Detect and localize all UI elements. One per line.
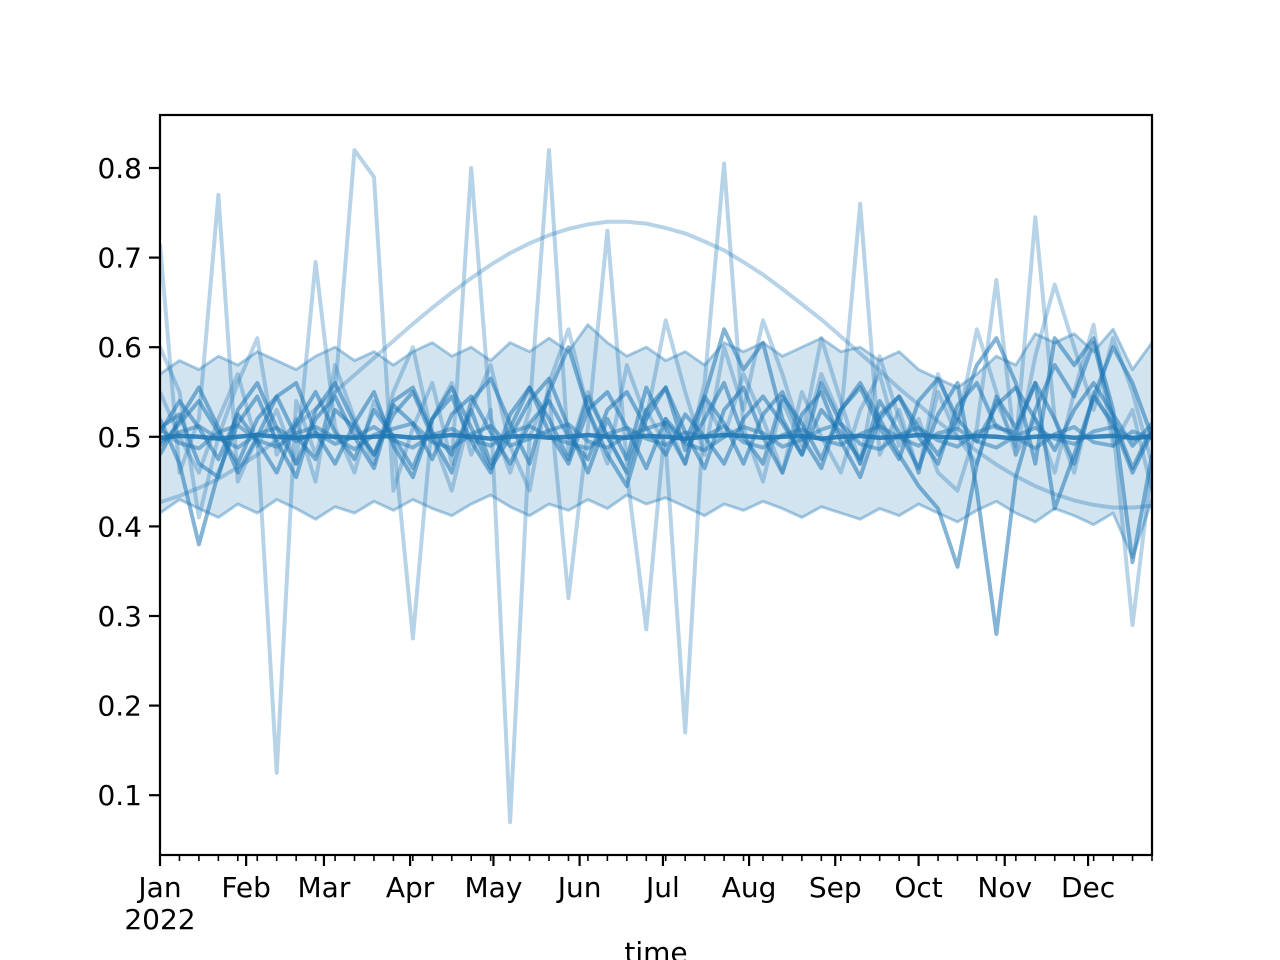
x-tick-label-dec: Dec bbox=[1061, 871, 1115, 904]
x-major-ticks: Jan Feb Mar Apr May Jun Jul Aug Sep Oct Nov Dec 2022 bbox=[124, 855, 1115, 936]
x-tick-label-may: May bbox=[465, 871, 523, 904]
y-tick-label-0.8: 0.8 bbox=[97, 152, 142, 185]
x-tick-label-aug: Aug bbox=[722, 871, 777, 904]
x-tick-label-jan: Jan bbox=[136, 871, 181, 904]
y-tick-label-0.4: 0.4 bbox=[97, 510, 142, 543]
y-tick-label-0.1: 0.1 bbox=[97, 779, 142, 812]
plot-area bbox=[160, 148, 1152, 825]
series-mean-line bbox=[160, 432, 1152, 441]
band-lower-edge bbox=[160, 493, 1152, 560]
x-axis-title: time bbox=[624, 936, 688, 960]
x-tick-label-nov: Nov bbox=[977, 871, 1032, 904]
axes-spines bbox=[158, 113, 1154, 857]
y-tick-label-0.2: 0.2 bbox=[97, 690, 142, 723]
x-tick-label-mar: Mar bbox=[298, 871, 351, 904]
series-medium-2 bbox=[160, 327, 1152, 636]
x-axis-year-label: 2022 bbox=[124, 903, 195, 936]
x-tick-label-sep: Sep bbox=[809, 871, 862, 904]
x-tick-label-feb: Feb bbox=[221, 871, 271, 904]
y-ticks: 0.1 0.2 0.3 0.4 0.5 0.6 0.7 0.8 bbox=[97, 152, 160, 812]
series-volatile-c bbox=[160, 282, 1152, 520]
y-tick-label-0.6: 0.6 bbox=[97, 331, 142, 364]
series-hugger-2 bbox=[160, 420, 1152, 453]
series-medium-3 bbox=[160, 345, 1152, 547]
x-tick-label-apr: Apr bbox=[386, 871, 435, 904]
y-tick-label-0.5: 0.5 bbox=[97, 421, 142, 454]
series-smooth-seasonal bbox=[160, 219, 1152, 510]
x-tick-label-oct: Oct bbox=[894, 871, 942, 904]
y-tick-label-0.7: 0.7 bbox=[97, 242, 142, 275]
band-upper-edge bbox=[160, 323, 1152, 389]
y-tick-label-0.3: 0.3 bbox=[97, 600, 142, 633]
x-minor-ticks bbox=[159, 855, 1153, 861]
x-tick-label-jun: Jun bbox=[556, 871, 602, 904]
x-tick-label-jul: Jul bbox=[644, 871, 680, 904]
